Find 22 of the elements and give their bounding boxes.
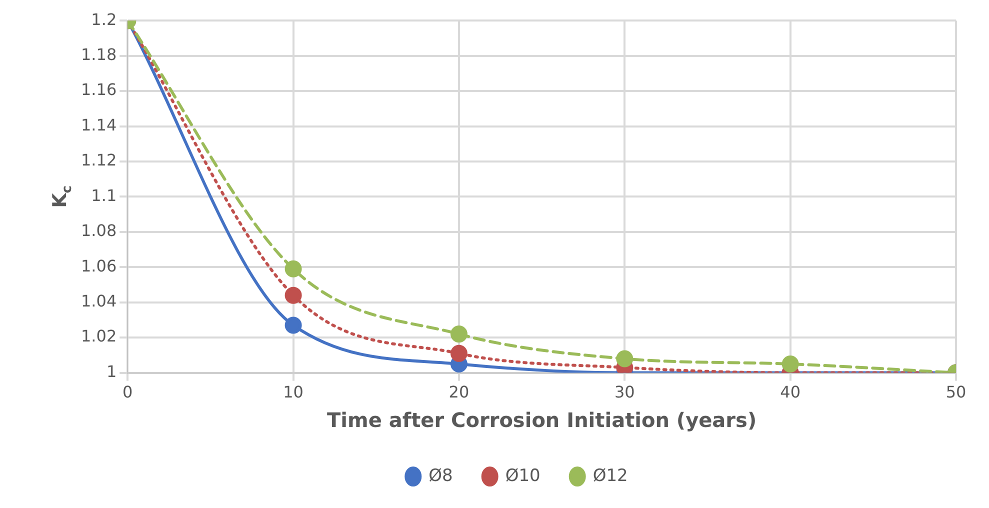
x-tick-label: 10 — [283, 382, 304, 402]
y-tick-label: 1 — [106, 362, 117, 381]
y-tick-label: 1.06 — [81, 256, 117, 276]
x-tick-label: 40 — [780, 382, 801, 402]
y-tick-label: 1.04 — [81, 292, 117, 311]
y-tick-label: 1.14 — [81, 115, 117, 134]
y-tick-label: 1.18 — [81, 44, 117, 64]
y-tick-label: 1.2 — [91, 10, 117, 29]
y-tick-label: 1.16 — [81, 80, 117, 100]
legend-label: Ø12 — [592, 466, 628, 486]
legend-label: Ø8 — [428, 466, 453, 486]
y-tick-label: 1.12 — [81, 150, 117, 170]
y-tick-label: 1.08 — [81, 221, 117, 240]
legend-label: Ø10 — [505, 466, 540, 486]
y-tick-label: 1.02 — [81, 326, 117, 346]
x-axis-title: Time after Corrosion Initiation (years) — [327, 408, 757, 432]
y-axis-title: Kc — [49, 185, 75, 208]
x-tick-label: 20 — [448, 382, 470, 402]
x-tick-label: 30 — [614, 382, 635, 402]
x-tick-label: 50 — [946, 382, 966, 402]
x-tick-label: 0 — [122, 382, 133, 402]
y-tick-label: 1.1 — [91, 186, 117, 205]
